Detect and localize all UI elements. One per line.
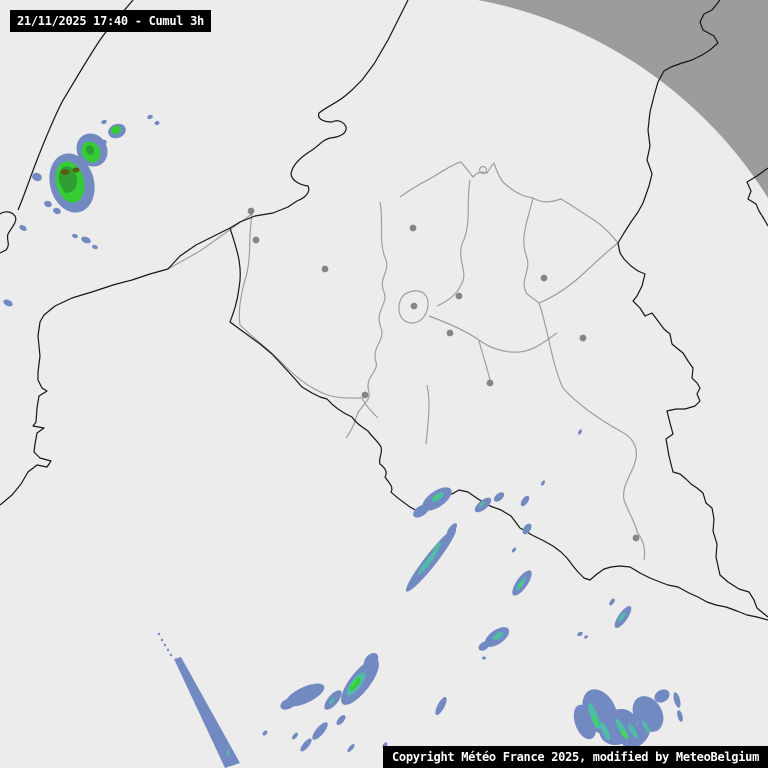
- precip-cell-blue: [673, 692, 681, 708]
- precip-cell-teal: [618, 611, 626, 623]
- precip-cell-blue: [99, 139, 107, 147]
- precip-cell-blue: [92, 244, 98, 250]
- precip-cell-teal: [432, 542, 442, 552]
- precip-cell-blue: [522, 523, 532, 535]
- city-dot: [446, 329, 454, 337]
- precip-cell-bright_green: [518, 582, 522, 588]
- precip-cell-blue: [336, 715, 346, 725]
- precip-cell-blue: [541, 480, 545, 486]
- precip-cell-blue: [262, 730, 268, 736]
- precip-cell-blue: [584, 635, 588, 639]
- copyright-label: Copyright Météo France 2025, modified by…: [382, 746, 768, 768]
- precipitation-layer: [3, 114, 683, 753]
- precip-cell-teal: [492, 631, 504, 641]
- precip-cell-blue: [19, 225, 27, 231]
- precip-cell-blue: [292, 732, 298, 740]
- precip-cell-blue: [81, 236, 91, 244]
- channel-coastline: [0, 0, 409, 506]
- precip-cell-teal: [599, 721, 611, 741]
- radar-range-edge: [478, 0, 768, 198]
- precip-cell-blue: [632, 696, 664, 732]
- precip-cell-blue: [363, 653, 379, 669]
- city-dot: [321, 265, 329, 273]
- timestamp-label: 21/11/2025 17:40 - Cumul 3h: [10, 10, 211, 32]
- precip-cell-bright_green: [433, 494, 439, 500]
- precip-cell-blue: [493, 492, 505, 502]
- precip-cell-blue: [478, 641, 490, 651]
- precip-cell-blue: [520, 495, 530, 507]
- artifact-teal-speck: [226, 750, 230, 756]
- precip-cell-blue: [577, 631, 583, 637]
- precip-cell-bright_green: [351, 679, 357, 687]
- precip-cell-bright_green: [620, 729, 628, 739]
- radar-artifact-line: [157, 632, 240, 768]
- artifact-dot: [157, 632, 161, 636]
- precip-cell-blue: [72, 233, 78, 239]
- kent-coastline: [0, 211, 17, 254]
- baarle-enclave-border: [478, 165, 488, 175]
- city-dot: [361, 391, 369, 399]
- city-dot: [410, 302, 418, 310]
- city-dot: [247, 207, 255, 215]
- precip-cell-blue: [154, 120, 160, 126]
- germany-border: [617, 0, 768, 618]
- precip-cell-blue: [482, 656, 486, 660]
- precip-cell-teal: [628, 723, 638, 739]
- precip-cell-teal: [478, 501, 486, 507]
- city-dots-layer: [247, 207, 640, 542]
- precip-cell-bright_green: [593, 715, 599, 727]
- precip-cell-blue: [654, 689, 670, 703]
- precip-cell-blue: [44, 200, 52, 208]
- precip-cell-green: [111, 125, 121, 135]
- precip-cell-blue: [101, 119, 107, 125]
- precip-cell-blue: [147, 114, 153, 120]
- precip-cell-dark_green: [85, 145, 95, 155]
- precip-cell-blue: [347, 743, 355, 753]
- city-dot: [252, 236, 260, 244]
- precip-cell-blue: [285, 683, 325, 707]
- precip-cell-blue: [677, 710, 683, 722]
- city-dot: [579, 334, 587, 342]
- precip-cell-blue: [578, 429, 582, 435]
- city-dot: [632, 534, 640, 542]
- precip-cell-blue: [3, 299, 13, 307]
- city-dot: [455, 292, 463, 300]
- artifact-dot: [163, 643, 167, 647]
- precip-cell-olive: [60, 169, 70, 175]
- city-dot: [409, 224, 417, 232]
- artifact-dot: [160, 638, 164, 642]
- german-region-squiggle: [746, 167, 768, 227]
- precip-cell-blue: [435, 697, 447, 715]
- precip-cell-blue: [280, 698, 296, 710]
- precip-cell-blue: [413, 504, 429, 518]
- precip-cell-blue: [53, 207, 61, 215]
- artifact-dot: [169, 653, 173, 657]
- precip-cell-teal: [329, 697, 335, 705]
- city-dot: [540, 274, 548, 282]
- precip-cell-teal: [642, 720, 650, 734]
- precip-cell-olive: [72, 167, 80, 173]
- city-dot: [486, 379, 494, 387]
- brussels-enclave-border: [398, 290, 429, 324]
- precip-cell-dark_green: [63, 187, 71, 193]
- precip-cell-blue: [300, 738, 312, 752]
- precip-cell-blue: [609, 598, 615, 606]
- precip-cell-blue: [312, 722, 328, 740]
- precip-cell-blue: [32, 172, 42, 182]
- artifact-polygon: [174, 657, 240, 768]
- france-belgium-border: [229, 227, 768, 621]
- artifact-dot: [166, 648, 170, 652]
- precip-cell-teal: [417, 549, 439, 575]
- precip-cell-blue: [511, 547, 517, 553]
